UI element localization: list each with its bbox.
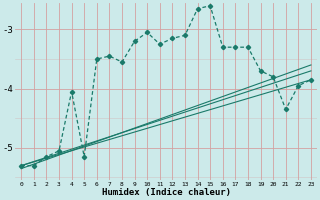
X-axis label: Humidex (Indice chaleur): Humidex (Indice chaleur) [101,188,231,197]
